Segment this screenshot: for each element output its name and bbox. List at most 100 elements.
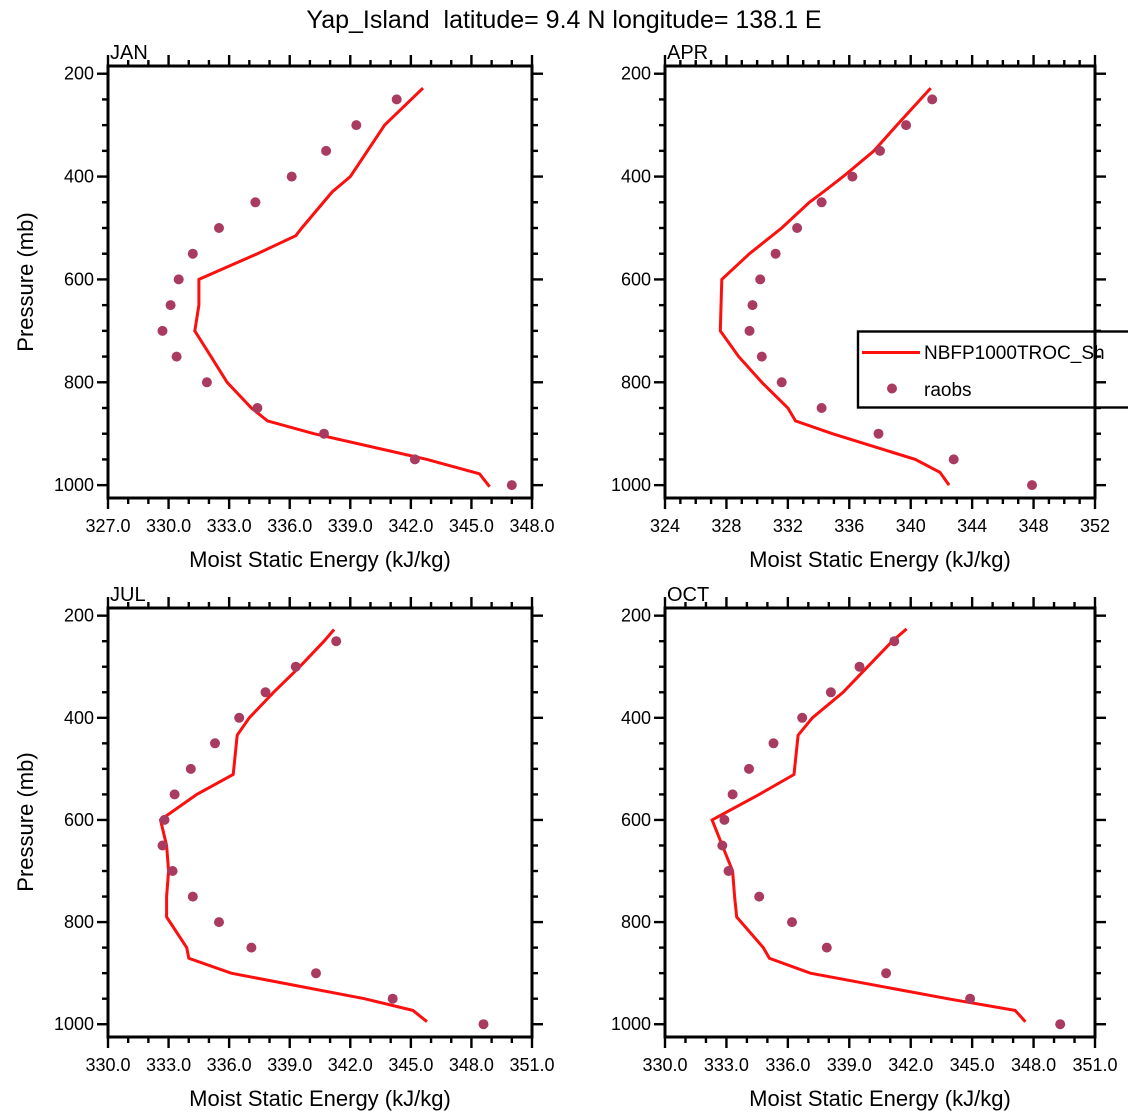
raobs-dot-APR <box>770 248 781 259</box>
x-axis-title-oct: Moist Static Energy (kJ/kg) <box>749 1086 1011 1111</box>
y-tick-label: 200 <box>621 606 651 626</box>
x-tick-label: 342.0 <box>328 1055 373 1075</box>
model-line-APR <box>718 87 951 486</box>
raobs-dot-APR <box>927 94 938 105</box>
y-tick-label: 200 <box>621 64 651 84</box>
raobs-dot-JUL <box>331 636 342 647</box>
raobs-dot-JUL <box>246 942 257 953</box>
model-line-OCT <box>710 627 1027 1023</box>
x-tick-label: 327.0 <box>85 516 130 536</box>
x-tick-label: 348.0 <box>1011 1055 1056 1075</box>
raobs-dot-APR <box>873 428 884 439</box>
raobs-dot-JUL <box>210 738 220 749</box>
x-tick-label: 336.0 <box>765 1055 810 1075</box>
y-tick-label: 1000 <box>54 475 94 495</box>
panel-title-oct: OCT <box>667 584 710 606</box>
raobs-dot-OCT <box>754 891 765 902</box>
x-tick-label: 348.0 <box>449 1055 494 1075</box>
raobs-dot-APR <box>948 454 959 465</box>
raobs-dot-OCT <box>768 738 779 749</box>
raobs-dot-JAN <box>506 480 517 491</box>
raobs-dot-JUL <box>234 712 245 723</box>
raobs-dot-JAN <box>171 351 182 362</box>
panel-title-apr: APR <box>667 42 709 64</box>
y-tick-label: 600 <box>64 269 94 289</box>
raobs-dot-JUL <box>167 866 178 876</box>
x-tick-label: 339.0 <box>267 1055 312 1075</box>
x-tick-label: 348.0 <box>509 516 554 536</box>
y-axis-title-bottom-row: Pressure (mb) <box>13 752 38 892</box>
x-tick-label: 336 <box>834 516 864 536</box>
raobs-dot-JAN <box>319 428 329 439</box>
x-tick-label: 342.0 <box>888 1055 933 1075</box>
x-tick-label: 333.0 <box>704 1055 749 1075</box>
raobs-dot-APR <box>816 197 827 208</box>
plot-frame-JUL <box>106 606 534 1039</box>
x-tick-label: 352 <box>1080 516 1110 536</box>
raobs-dot-OCT <box>889 636 900 647</box>
y-tick-label: 200 <box>64 64 94 84</box>
raobs-dot-OCT <box>881 968 892 979</box>
x-tick-label: 340 <box>896 516 926 536</box>
model-line-JUL <box>158 628 428 1023</box>
raobs-dot-OCT <box>821 942 832 953</box>
raobs-dot-OCT <box>787 917 797 928</box>
y-tick-label: 400 <box>64 708 94 728</box>
raobs-dot-JAN <box>351 120 362 131</box>
x-tick-label: 336.0 <box>267 516 312 536</box>
y-tick-label: 800 <box>64 372 94 392</box>
raobs-dot-APR <box>744 325 755 336</box>
y-tick-label: 600 <box>621 269 651 289</box>
y-axis-title-top-row: Pressure (mb) <box>13 212 38 352</box>
raobs-dot-OCT <box>719 814 730 825</box>
x-axis-title-jan: Moist Static Energy (kJ/kg) <box>189 547 451 572</box>
x-tick-label: 345.0 <box>388 1055 433 1075</box>
x-axis-title-jul: Moist Static Energy (kJ/kg) <box>189 1086 451 1111</box>
y-tick-label: 400 <box>621 708 651 728</box>
raobs-dot-JUL <box>157 840 168 851</box>
y-tick-label: 800 <box>64 912 94 932</box>
y-tick-label: 600 <box>621 810 651 830</box>
x-tick-label: 324 <box>650 516 680 536</box>
plot-frame-OCT <box>663 606 1097 1039</box>
raobs-dot-JUL <box>387 993 398 1004</box>
raobs-dot-APR <box>756 351 767 362</box>
x-axis-title-apr: Moist Static Energy (kJ/kg) <box>749 547 1011 572</box>
x-tick-label: 348 <box>1019 516 1049 536</box>
plot-frame-JAN <box>106 64 534 500</box>
raobs-dot-JAN <box>250 197 261 208</box>
raobs-dot-JAN <box>157 325 168 336</box>
raobs-dot-JUL <box>214 917 224 928</box>
x-tick-label: 342.0 <box>388 516 433 536</box>
panel-title-jan: JAN <box>110 42 148 64</box>
raobs-dot-JAN <box>201 377 212 388</box>
raobs-dot-JUL <box>311 968 321 979</box>
x-tick-label: 330.0 <box>642 1055 687 1075</box>
x-tick-label: 351.0 <box>1072 1055 1117 1075</box>
x-tick-label: 336.0 <box>207 1055 252 1075</box>
raobs-dot-OCT <box>797 712 808 723</box>
y-tick-label: 1000 <box>611 1014 651 1034</box>
legend-dot-label: raobs <box>924 380 972 401</box>
raobs-dot-OCT <box>744 763 754 774</box>
raobs-dot-JUL <box>290 661 301 672</box>
raobs-dot-JAN <box>286 171 297 182</box>
raobs-dot-APR <box>875 145 885 156</box>
raobs-dot-APR <box>755 274 766 285</box>
raobs-dot-APR <box>1027 480 1037 491</box>
raobs-dot-JAN <box>409 454 420 465</box>
raobs-dot-OCT <box>854 661 865 672</box>
legend-box <box>856 330 1128 409</box>
raobs-dot-OCT <box>723 866 734 876</box>
y-tick-label: 400 <box>64 167 94 187</box>
raobs-dot-JUL <box>169 789 180 800</box>
legend-line-label: NBFP1000TROC_Sh <box>924 343 1105 364</box>
model-line-JAN <box>193 87 491 488</box>
y-tick-label: 800 <box>621 912 651 932</box>
raobs-dot-APR <box>776 377 787 388</box>
x-tick-label: 344 <box>957 516 987 536</box>
x-tick-label: 339.0 <box>827 1055 872 1075</box>
figure-title: Yap_Island latitude= 9.4 N longitude= 13… <box>306 6 822 34</box>
raobs-dot-JAN <box>391 94 402 105</box>
